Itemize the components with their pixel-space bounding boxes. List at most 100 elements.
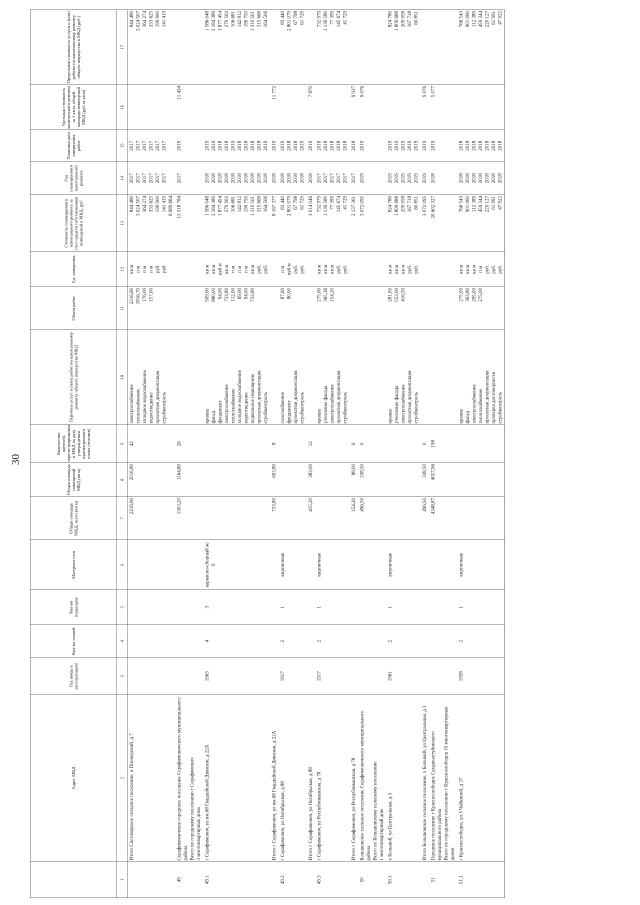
- entrances-cell: [306, 589, 315, 625]
- completion-date-cell: 2018 2018 2018 2018 2018: [315, 129, 350, 162]
- work-name-cell: крыша утепление фасада электроснабжение про…: [386, 329, 421, 425]
- residents-cell: [203, 424, 270, 463]
- column-number: 2: [116, 694, 128, 862]
- table-body: Итого Светлоярское сельское поселение, п…: [127, 9, 505, 898]
- unit-cost-cell: [203, 84, 270, 130]
- planned-cost-cell: 3 072 095: [358, 194, 386, 252]
- address-cell: Итого г Серафимович, ул им 68 Гвардейско…: [270, 694, 279, 862]
- total-area-cell: [278, 496, 307, 540]
- unit-cost-cell: [127, 84, 175, 130]
- residents-cell: [457, 424, 505, 463]
- work-volume-cell: [175, 286, 203, 330]
- total-area-cell: 733,80: [270, 496, 279, 540]
- col-header-8: Общая площадь помещений МКД (кв м): [30, 462, 117, 497]
- column-number-row: 1 2 3 4 5 6 7 8 9 10 11 12 13 14 15 16 17: [116, 9, 128, 898]
- repair-year-cell: 2017 2017 2017 2017 2017: [315, 161, 350, 195]
- work-name-cell: [358, 329, 386, 425]
- limit-cost-cell: 766 543 901 060 112 389 459 344 220 127 61 99…: [457, 9, 505, 85]
- work-unit-cell: [175, 251, 203, 287]
- unit-cost-cell: 9 076: [420, 84, 429, 130]
- floors-cell: 2: [315, 624, 350, 658]
- work-volume-cell: [270, 286, 279, 330]
- wall-material-cell: [358, 539, 386, 590]
- premises-area-cell: [386, 462, 421, 497]
- floors-cell: [358, 624, 386, 658]
- floors-cell: [429, 624, 457, 658]
- entrances-cell: [127, 589, 175, 625]
- row-number-cell: 51.1: [457, 861, 505, 898]
- column-number: 9: [116, 424, 128, 463]
- work-name-cell: [306, 329, 315, 425]
- work-unit-cell: [270, 251, 279, 287]
- planned-cost-cell: 844 480 3 024 507 364 274 333 625 199 900 141…: [127, 194, 175, 252]
- completion-date-cell: 2019 2018 2018 2019: [278, 129, 307, 162]
- work-name-cell: крыша утепление фасада электроснабжение про…: [315, 329, 350, 425]
- column-number: 17: [116, 9, 128, 85]
- unit-cost-cell: [278, 84, 307, 130]
- work-name-cell: крыша фасад фундамент электроснабжение тепло…: [203, 329, 270, 425]
- residents-cell: 8: [270, 424, 279, 463]
- limit-cost-cell: 732 979 1 139 580 77 399 145 674 41 729: [315, 9, 350, 85]
- unit-cost-cell: 7 870: [306, 84, 315, 130]
- unit-cost-cell: [315, 84, 350, 130]
- row-number-cell: 49.2: [278, 861, 307, 898]
- repair-year-cell: 2018: [306, 161, 315, 195]
- col-header-11: Объем работ: [30, 286, 117, 330]
- year-built-cell: 1917: [315, 657, 350, 695]
- address-cell: г Серафимович, ул Республиканская, д 78: [315, 694, 350, 862]
- entrances-cell: [175, 589, 203, 625]
- address-cell: г Серафимович, ул Октябрьская, д 88: [278, 694, 307, 862]
- unit-cost-cell: 9 937: [349, 84, 358, 130]
- work-name-cell: [349, 329, 358, 425]
- row-number-cell: 49.3: [315, 861, 350, 898]
- col-header-15: Плановая дата завершения работ: [30, 129, 117, 162]
- work-volume-cell: 87,60 80,00: [278, 286, 307, 330]
- residents-cell: [278, 424, 307, 463]
- premises-area-cell: 2016,80: [127, 462, 175, 497]
- address-cell: Серафимовичское городское поселение Сера…: [175, 694, 203, 862]
- residents-cell: 6: [349, 424, 358, 463]
- work-unit-cell: кв м кв м кв м руб. руб.: [315, 251, 350, 287]
- column-number: 10: [116, 329, 128, 425]
- wall-material-cell: каркасно-сборный ж/б: [203, 539, 270, 590]
- wall-material-cell: кирпичные: [457, 539, 505, 590]
- floors-cell: [420, 624, 429, 658]
- column-number: 1: [116, 861, 128, 898]
- wall-material-cell: [127, 539, 175, 590]
- table-row-51: 51 Городское поселение г Краснослободск С…: [429, 9, 457, 898]
- address-cell: Итого г Серафимович, ул Октябрьская, д 8…: [306, 694, 315, 862]
- limit-cost-cell: 83 440 2 801 079 67 798 61 729: [278, 9, 307, 85]
- col-header-4: Кол-во этажей: [30, 624, 117, 658]
- premises-area-cell: 88,00: [349, 462, 358, 497]
- repair-year-cell: 2018 2018 2018 2018 2018 2018 2018: [457, 161, 505, 195]
- year-built-cell: [270, 657, 279, 695]
- column-number: 4: [116, 624, 128, 658]
- col-header-13: Стоимость планируемого капитального ремо…: [30, 194, 117, 252]
- page-number: 30: [9, 454, 22, 465]
- premises-area-cell: 1164,80: [175, 462, 203, 497]
- completion-date-cell: 2019: [429, 129, 457, 162]
- planned-cost-cell: 13 318 784: [175, 194, 203, 252]
- year-built-cell: [358, 657, 386, 695]
- floors-cell: 2: [457, 624, 505, 658]
- residents-cell: [315, 424, 350, 463]
- work-unit-cell: [306, 251, 315, 287]
- planned-cost-cell: 732 979 1 139 580 77 399 145 674 41 729: [315, 194, 350, 252]
- total-area-cell: 4348,87: [429, 496, 457, 540]
- planned-cost-cell: 1 586 048 2 184 389 1 877 454 279 563 106 68…: [203, 194, 270, 252]
- wall-material-cell: [306, 539, 315, 590]
- completion-date-cell: 2018 2018 2018 2018 2018 2018 2018: [457, 129, 505, 162]
- wall-material-cell: [270, 539, 279, 590]
- col-header-10: Перечень услуг и (или) работ по капиталь…: [30, 329, 117, 425]
- table-row-49: 49 Серафимовичское городское поселение Се…: [175, 9, 203, 898]
- floors-cell: 4: [203, 624, 270, 658]
- year-built-cell: [127, 657, 175, 695]
- col-header-7: Общая площадь МКД, всего (кв м): [30, 496, 117, 540]
- column-number: 3: [116, 657, 128, 695]
- entrances-cell: [349, 589, 358, 625]
- premises-area-cell: [315, 462, 350, 497]
- row-number-cell: 50.1: [386, 861, 421, 898]
